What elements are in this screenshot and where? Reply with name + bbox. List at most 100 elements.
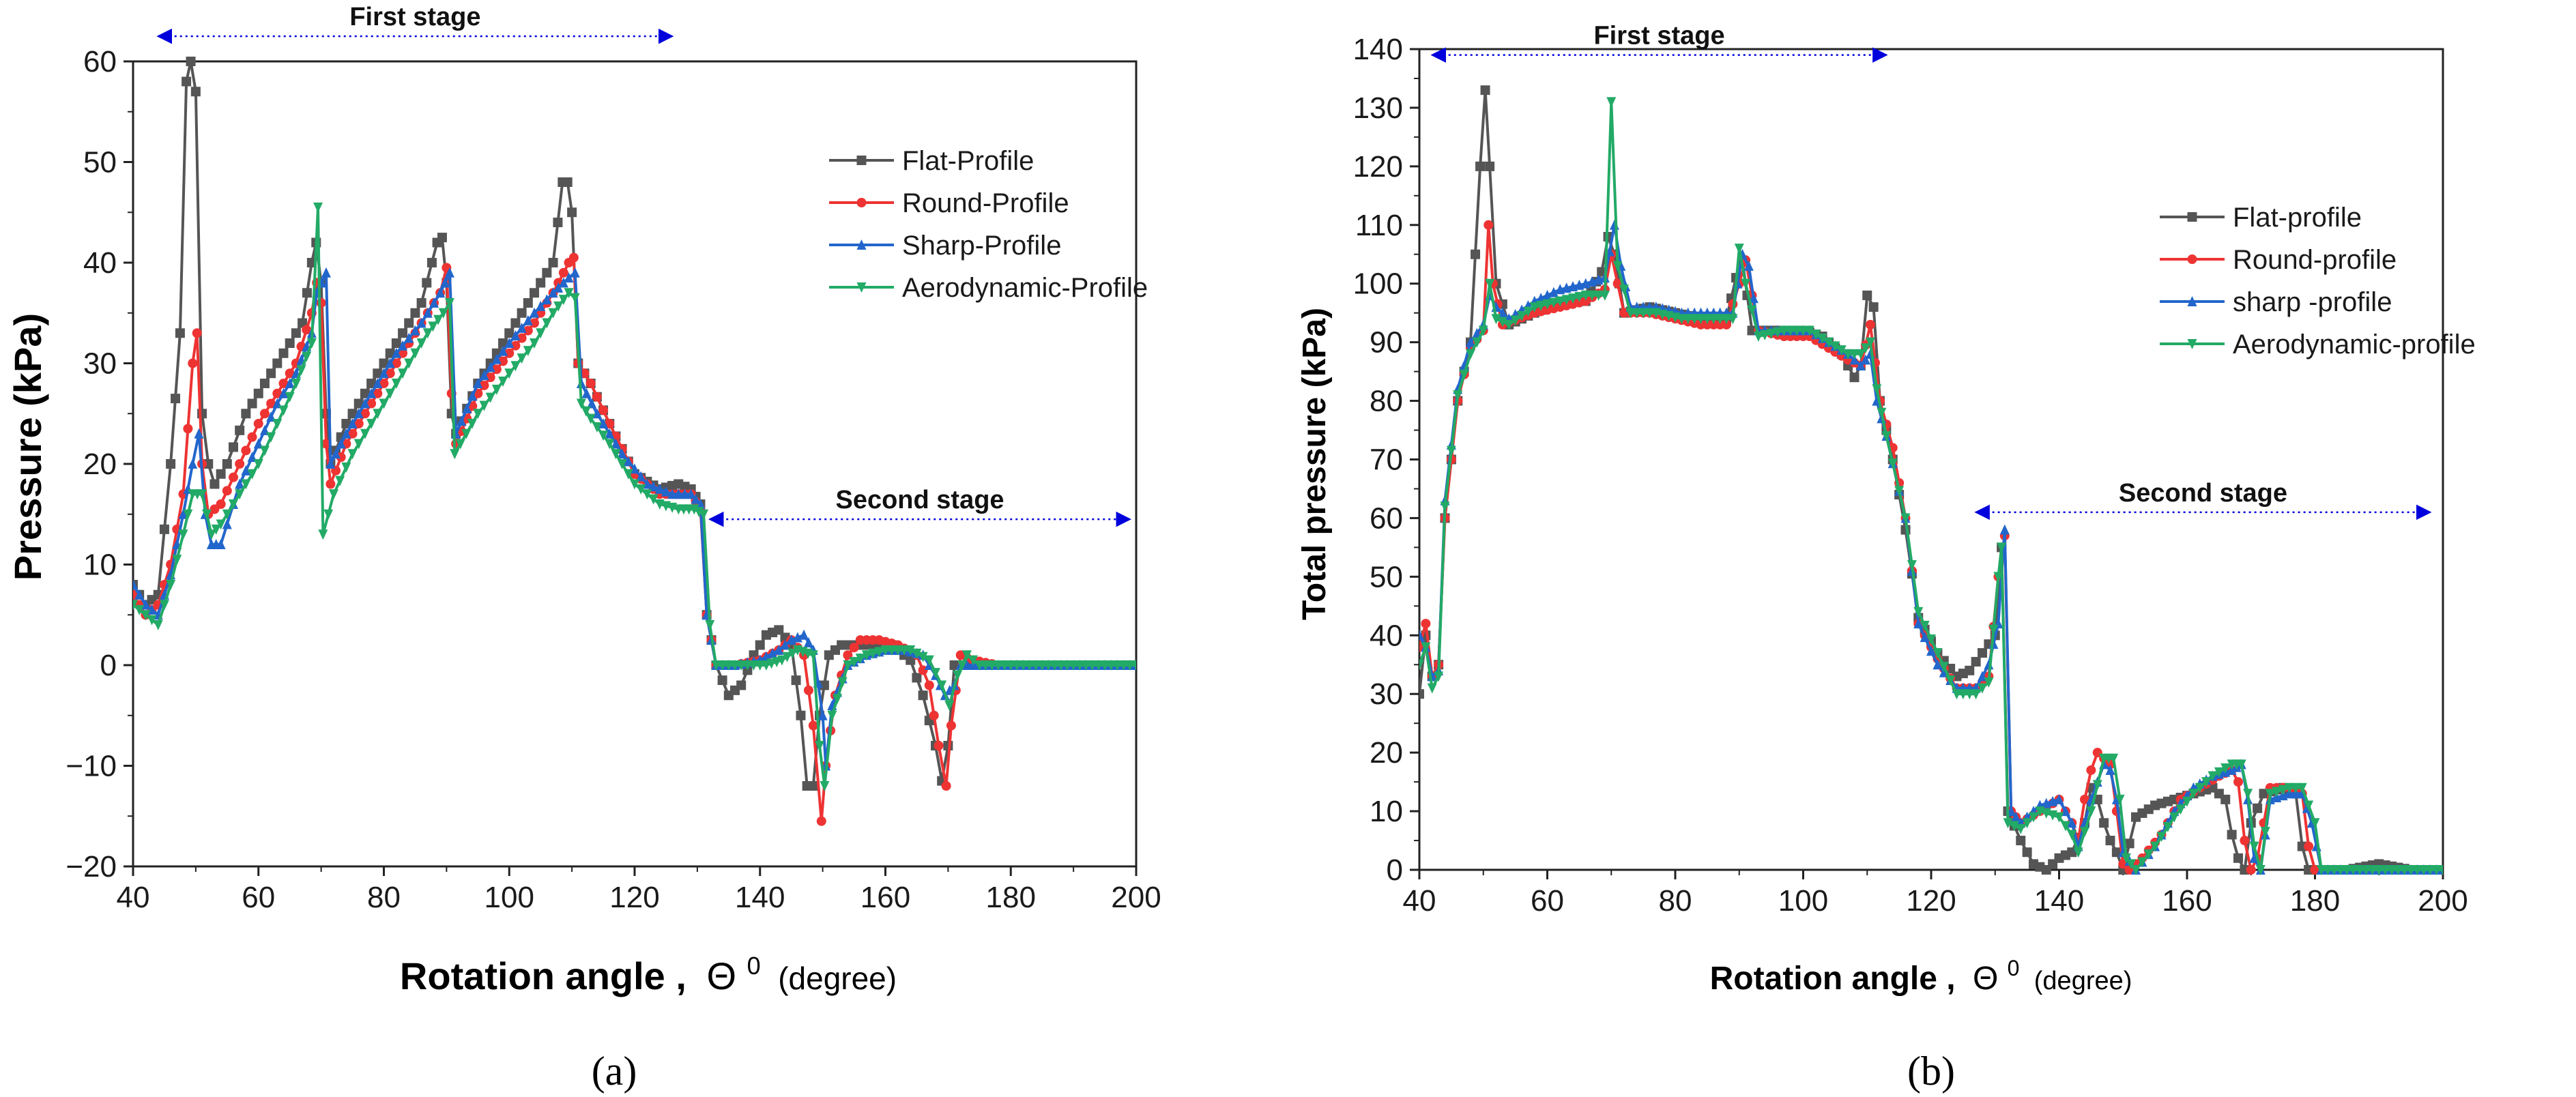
data-point	[385, 357, 395, 368]
data-point	[2208, 771, 2218, 782]
x-axis-title-b: Rotation angle , Θ 0 (degree)	[1710, 947, 2132, 997]
data-point	[2003, 818, 2013, 829]
data-point	[141, 599, 151, 610]
data-point	[1548, 297, 1559, 308]
data-point	[2253, 803, 2263, 813]
data-point	[353, 398, 364, 409]
data-point	[190, 87, 201, 97]
y-tick-label-a: −20	[66, 850, 117, 883]
data-point	[422, 307, 433, 318]
data-point	[398, 328, 408, 338]
data-point	[686, 488, 696, 499]
y-tick-label-a: 0	[100, 649, 117, 682]
data-point	[768, 647, 778, 658]
data-point	[691, 493, 701, 504]
data-point	[253, 419, 263, 428]
data-point	[1510, 315, 1520, 326]
data-point	[1709, 314, 1719, 325]
data-point	[410, 325, 420, 336]
data-point	[435, 287, 446, 298]
data-point	[523, 315, 533, 325]
data-point	[211, 524, 221, 535]
data-point	[2022, 847, 2032, 858]
data-point	[444, 267, 454, 278]
data-point	[1600, 290, 1610, 301]
data-point	[379, 368, 389, 379]
data-point	[766, 658, 777, 669]
legend-marker	[856, 156, 867, 165]
data-point	[717, 675, 727, 686]
data-point	[799, 629, 809, 640]
data-point	[517, 353, 527, 364]
data-point	[1485, 161, 1495, 171]
data-point	[611, 449, 621, 460]
data-point	[2099, 818, 2109, 828]
data-point	[837, 677, 848, 688]
data-point	[1722, 314, 1731, 325]
data-point	[1466, 336, 1475, 347]
data-point	[1018, 660, 1028, 671]
data-point	[1865, 337, 1875, 348]
y-tick-label-b: 30	[1370, 677, 1403, 711]
data-point	[893, 645, 903, 656]
x-tick-label-b: 200	[2418, 884, 2468, 918]
data-point	[2201, 777, 2212, 788]
data-point	[347, 418, 358, 428]
data-point	[567, 207, 577, 218]
data-point	[1069, 660, 1079, 671]
data-point	[2387, 865, 2397, 875]
data-point	[235, 489, 245, 500]
data-point	[849, 657, 859, 668]
data-point	[1050, 660, 1060, 671]
data-point	[2109, 753, 2119, 764]
data-point	[2249, 841, 2259, 852]
data-point	[553, 218, 563, 227]
data-point	[2393, 865, 2403, 875]
data-point	[491, 384, 502, 395]
data-point	[918, 652, 928, 662]
data-point	[2220, 794, 2231, 804]
data-point	[1471, 249, 1481, 259]
y-tick-label-b: 110	[1355, 209, 1403, 242]
data-point	[1472, 337, 1482, 348]
y-tick-label-b: 0	[1387, 853, 1403, 887]
data-point	[216, 539, 226, 549]
data-point	[1984, 677, 1994, 688]
legend-label: sharp -profile	[2233, 287, 2392, 317]
data-point	[2380, 865, 2390, 875]
data-point	[1419, 630, 1424, 641]
data-point	[1696, 314, 1706, 325]
data-point	[272, 358, 283, 368]
data-point	[774, 625, 784, 635]
data-point	[1542, 299, 1552, 310]
data-point	[2150, 841, 2160, 852]
data-point	[178, 508, 188, 519]
x-tick-label-b: 180	[2290, 884, 2340, 918]
data-point	[385, 368, 395, 379]
data-point	[134, 604, 145, 615]
data-point	[755, 660, 765, 671]
data-point	[2243, 789, 2253, 800]
x-tick-label-b: 120	[1906, 884, 1956, 918]
data-point	[360, 388, 370, 398]
data-point	[2105, 836, 2115, 846]
data-point	[1440, 501, 1450, 512]
data-point	[2399, 865, 2409, 875]
data-point	[553, 282, 564, 293]
data-point	[1971, 656, 1981, 667]
data-point	[981, 660, 991, 671]
data-point	[147, 615, 157, 626]
y-tick-label-a: 10	[83, 548, 117, 582]
data-point	[2054, 812, 2064, 823]
data-point	[2115, 794, 2125, 805]
data-point	[1446, 445, 1456, 456]
data-point	[278, 405, 289, 416]
data-point	[510, 330, 521, 340]
x-axis-unit-a: (degree)	[778, 961, 897, 996]
data-point	[1849, 354, 1859, 365]
data-point	[1958, 689, 1968, 700]
data-point	[648, 494, 659, 505]
data-point	[316, 298, 326, 308]
data-point	[278, 387, 289, 398]
data-point	[1484, 220, 1494, 230]
